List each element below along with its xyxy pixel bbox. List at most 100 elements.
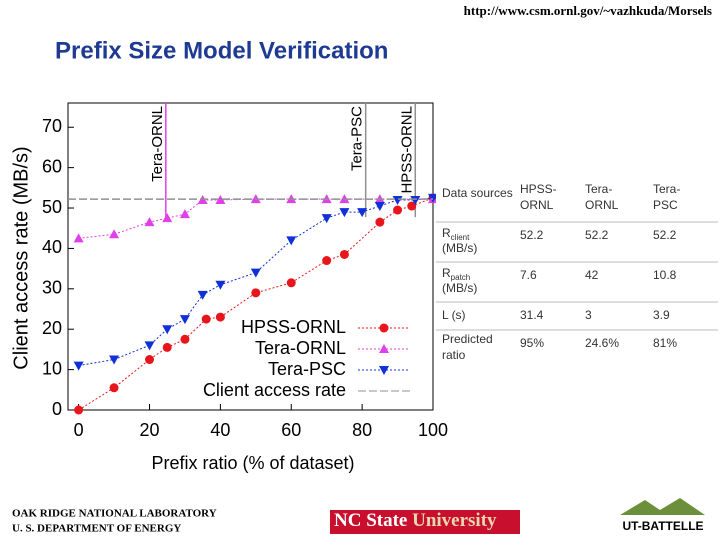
ncsu-2: University [412, 510, 497, 531]
table-cell: Data sources [442, 186, 513, 200]
point [179, 209, 190, 219]
cell-sub: client [451, 233, 470, 242]
point [215, 280, 226, 290]
table-cell: Rclient [442, 226, 470, 242]
annotation-label: HPSS-ORNL [398, 106, 415, 194]
point [322, 256, 332, 266]
point [180, 334, 190, 344]
ncsu-text: NC State University [334, 510, 497, 531]
table-cell: (MB/s) [442, 241, 477, 255]
table-cell: Tera- PSC [653, 182, 680, 212]
point [144, 217, 155, 227]
y-tick-label: 20 [42, 318, 62, 338]
point [73, 361, 84, 371]
table-cell: 3 [585, 308, 592, 322]
point [374, 202, 385, 212]
y-axis-label: Client access rate (MB/s) [10, 146, 32, 369]
cell-line: ORNL [520, 198, 554, 212]
point [201, 314, 211, 324]
x-tick-label: 40 [210, 420, 230, 440]
table: Data sources HPSS- ORNL Tera- ORNL Tera- PSC Rc… [442, 182, 680, 362]
plot-frame [67, 102, 434, 411]
point [286, 236, 297, 246]
point [144, 341, 155, 351]
x-tick-label: 80 [352, 420, 372, 440]
x-tick-label: 0 [74, 420, 84, 440]
legend-marker [379, 344, 389, 353]
table-cell: 10.8 [653, 268, 677, 282]
table-cell: HPSS- ORNL [520, 182, 557, 212]
footer-lab: OAK RIDGE NATIONAL LABORATORY [12, 508, 217, 520]
ncsu-1: NC State [334, 510, 407, 531]
table-cell: Tera- ORNL [585, 182, 619, 212]
point [321, 214, 332, 224]
point [393, 205, 403, 215]
point [251, 288, 261, 298]
point [179, 315, 190, 325]
point [74, 405, 84, 415]
cell-base: R [442, 226, 451, 240]
cell-line: Tera- [653, 182, 680, 196]
y-tick-label: 30 [42, 278, 62, 298]
slide-title: Prefix Size Model Verification [55, 37, 388, 64]
point [109, 355, 120, 365]
y-tick-label: 10 [42, 358, 62, 378]
y-tick-label: 0 [52, 399, 62, 419]
table-cell: 52.2 [585, 228, 609, 242]
cell-line: Predicted [442, 332, 493, 346]
point [375, 217, 385, 227]
table-cell: Predicted ratio [442, 332, 493, 362]
ut-text: UT-BATTELLE [622, 519, 703, 533]
x-axis-label: Prefix ratio (% of dataset) [151, 453, 354, 473]
table-cell: 24.6% [585, 336, 619, 350]
cell-line: Tera- [585, 182, 612, 196]
table-cell: 42 [585, 268, 599, 282]
point [339, 208, 350, 218]
point [109, 229, 120, 239]
point [162, 342, 172, 352]
x-tick-label: 60 [281, 420, 301, 440]
table-cell: 81% [653, 336, 677, 350]
table-cell: 52.2 [653, 228, 677, 242]
table-cell: 95% [520, 336, 544, 350]
point [250, 268, 261, 278]
point [215, 194, 226, 204]
point [109, 383, 119, 393]
series-line [78, 197, 434, 367]
annotation-label: Tera-ORNL [149, 106, 166, 182]
y-tick-label: 60 [42, 156, 62, 176]
point [357, 208, 368, 218]
table-cell: 31.4 [520, 308, 544, 322]
point [339, 249, 349, 259]
legend-label: Client access rate [203, 380, 346, 400]
legend-label: Tera-PSC [268, 359, 346, 379]
point [407, 201, 417, 211]
point [162, 325, 173, 335]
cell-line: PSC [653, 198, 678, 212]
y-tick-label: 50 [42, 197, 62, 217]
ncsu-logo [330, 510, 520, 534]
footer: OAK RIDGE NATIONAL LABORATORY U. S. DEPA… [12, 508, 217, 535]
point [286, 278, 296, 288]
y-tick-label: 70 [42, 116, 62, 136]
legend-label: Tera-ORNL [255, 338, 346, 358]
point [73, 233, 84, 243]
table-cell: 52.2 [520, 228, 544, 242]
cell-line: ratio [442, 348, 466, 362]
point [392, 195, 403, 205]
footer-dept: U. S. DEPARTMENT OF ENERGY [12, 523, 181, 535]
table-cell: (MB/s) [442, 281, 477, 295]
table-cell: 3.9 [653, 308, 670, 322]
ut-logo [620, 498, 705, 515]
table-cell: L (s) [442, 308, 466, 322]
legend-marker [379, 323, 389, 333]
legend-label: HPSS-ORNL [241, 317, 346, 337]
cell-line: ORNL [585, 198, 619, 212]
cell-line: HPSS- [520, 182, 557, 196]
point [162, 213, 173, 223]
cell-base: R [442, 266, 451, 280]
url: http://www.csm.ornl.gov/~vazhkuda/Morsel… [464, 3, 712, 18]
point [197, 290, 208, 300]
table-cell: 7.6 [520, 268, 537, 282]
